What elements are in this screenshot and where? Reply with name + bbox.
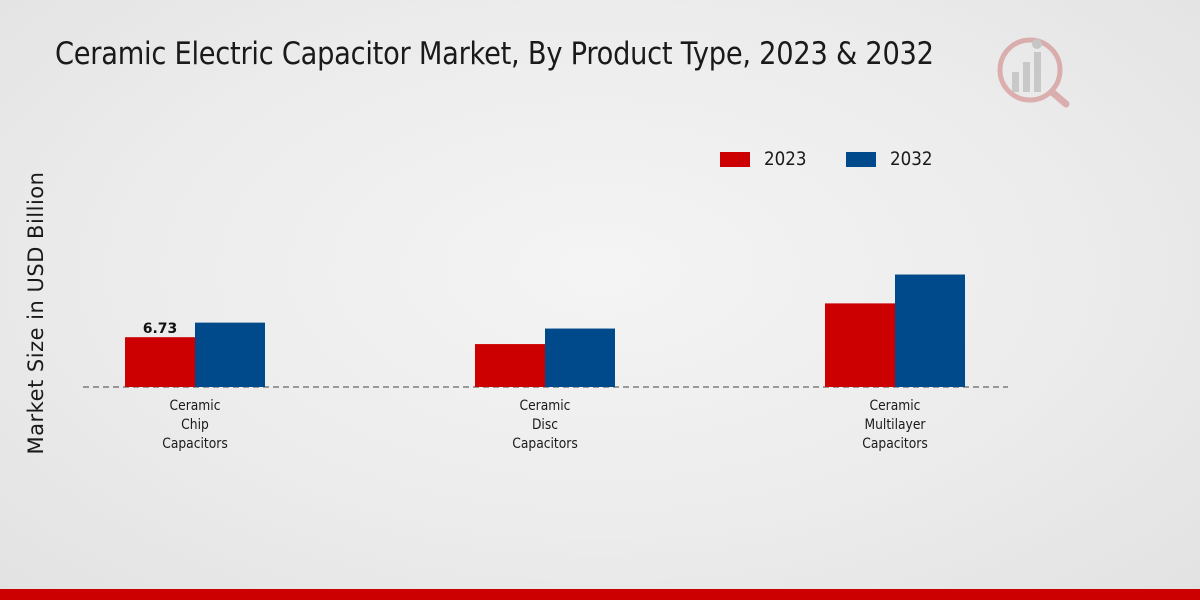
legend-label-2023: 2023 bbox=[764, 148, 807, 170]
x-tick-label-1-line-1: Disc bbox=[532, 417, 558, 433]
x-tick-label-2-line-2: Capacitors bbox=[862, 436, 928, 452]
legend-swatch-2023 bbox=[720, 151, 750, 167]
bar-2032-0 bbox=[195, 322, 265, 387]
chart-title: Ceramic Electric Capacitor Market, By Pr… bbox=[55, 36, 934, 72]
legend-label-2032: 2032 bbox=[890, 148, 933, 170]
legend-item-2023: 2023 bbox=[720, 148, 812, 170]
x-tick-label-2-line-1: Multilayer bbox=[865, 417, 926, 433]
bar-2032-2 bbox=[895, 274, 965, 387]
x-tick-label-0-line-0: Ceramic bbox=[170, 398, 221, 414]
legend-item-2032: 2032 bbox=[846, 148, 938, 170]
bar-2023-1 bbox=[475, 344, 545, 387]
x-tick-label-1-line-0: Ceramic bbox=[520, 398, 571, 414]
x-tick-label-0-line-2: Capacitors bbox=[162, 436, 228, 452]
bar-2023-2 bbox=[825, 303, 895, 387]
legend: 2023 2032 bbox=[720, 148, 973, 170]
bar-2032-1 bbox=[545, 328, 615, 387]
footer-accent-bar bbox=[0, 589, 1200, 600]
x-tick-label-0-line-1: Chip bbox=[181, 417, 209, 433]
x-tick-label-2-line-0: Ceramic bbox=[870, 398, 921, 414]
data-label-0: 6.73 bbox=[143, 321, 178, 337]
legend-swatch-2032 bbox=[846, 151, 877, 167]
x-tick-label-1-line-2: Capacitors bbox=[512, 436, 578, 452]
analytics-chart-logo-icon bbox=[997, 37, 1070, 108]
bar-2023-0 bbox=[125, 337, 195, 387]
